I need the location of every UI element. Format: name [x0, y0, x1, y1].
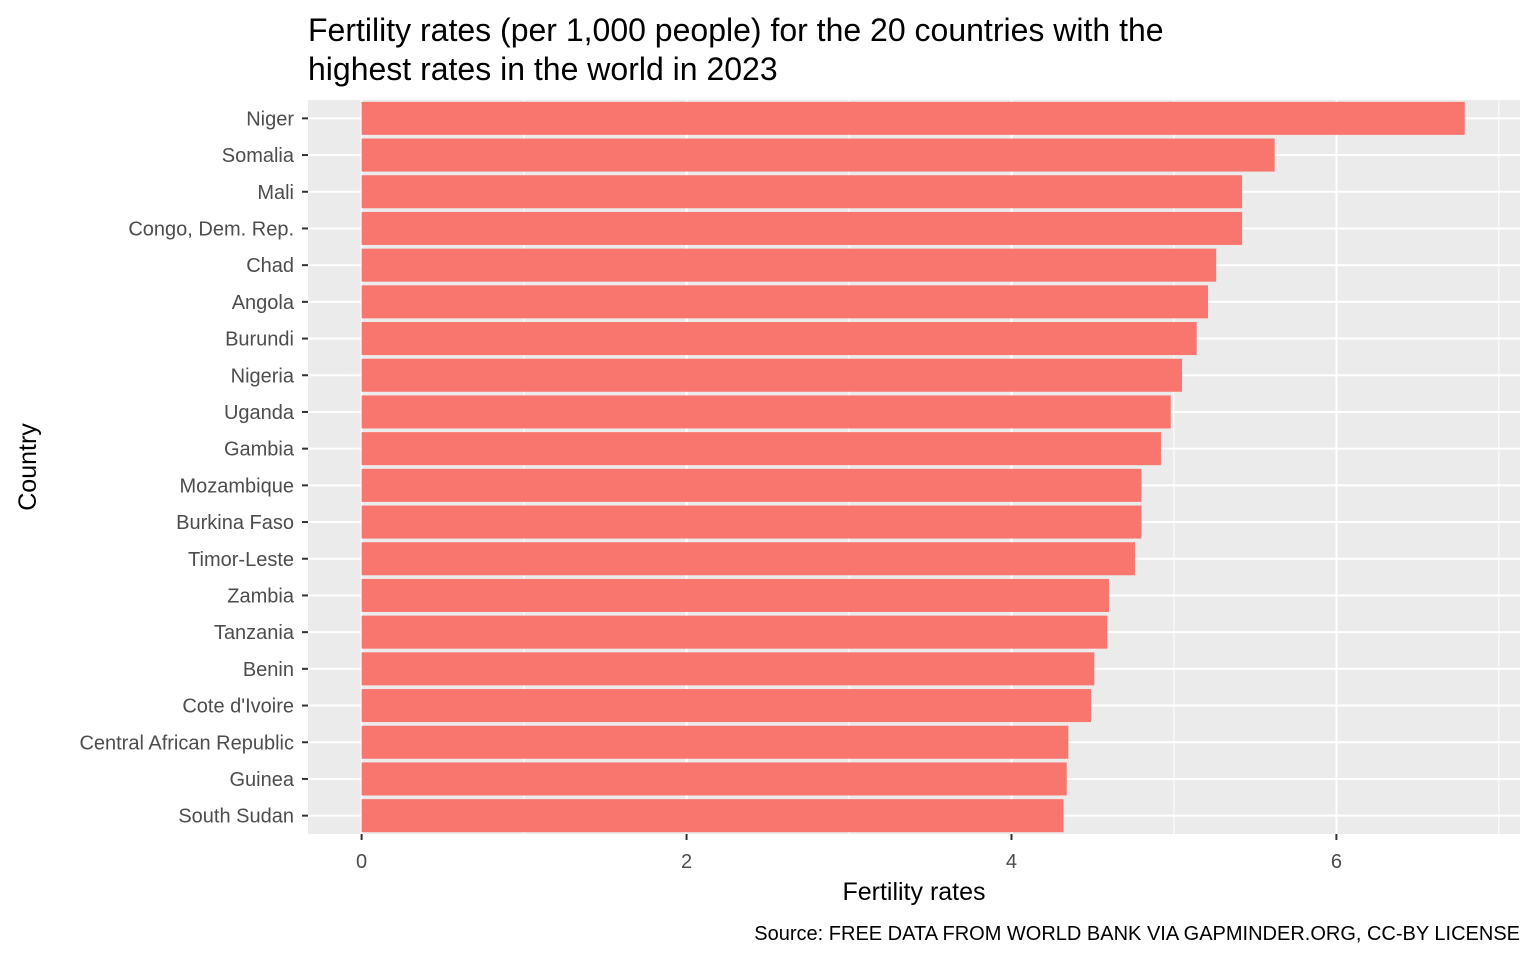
y-tick-label-2: Mali: [257, 182, 294, 204]
bar-10: [361, 468, 1142, 502]
plot-panel: [308, 100, 1520, 834]
bar-0: [361, 101, 1465, 135]
bar-2: [361, 175, 1243, 209]
source-caption: Source: FREE DATA FROM WORLD BANK VIA GA…: [754, 923, 1520, 945]
bar-14: [361, 615, 1108, 649]
bar-12: [361, 542, 1135, 576]
x-tick-label-1: 2: [681, 851, 692, 873]
y-tick-label-9: Gambia: [224, 439, 295, 461]
x-axis: 0 2 4 6: [356, 834, 1342, 873]
y-tick-label-19: South Sudan: [178, 806, 294, 828]
x-tick-label-3: 6: [1331, 851, 1342, 873]
y-tick-label-6: Burundi: [225, 329, 294, 351]
bar-19: [361, 799, 1064, 833]
bar-11: [361, 505, 1142, 539]
bar-3: [361, 211, 1243, 245]
y-tick-label-15: Benin: [243, 659, 294, 681]
x-tick-label-2: 4: [1006, 851, 1017, 873]
bar-5: [361, 285, 1209, 319]
bar-6: [361, 322, 1197, 356]
y-tick-label-11: Burkina Faso: [176, 512, 294, 534]
bar-8: [361, 395, 1171, 429]
y-tick-label-1: Somalia: [222, 145, 295, 167]
y-tick-label-16: Cote d'Ivoire: [182, 696, 294, 718]
y-tick-label-10: Mozambique: [179, 475, 294, 497]
bar-4: [361, 248, 1217, 282]
y-axis: Niger Somalia Mali Congo, Dem. Rep. Chad Ango…: [79, 108, 308, 828]
y-tick-label-4: Chad: [246, 255, 294, 277]
y-tick-label-3: Congo, Dem. Rep.: [128, 218, 294, 240]
bars: [361, 101, 1465, 833]
bar-18: [361, 762, 1067, 796]
y-tick-label-14: Tanzania: [214, 622, 295, 644]
y-axis-title: Country: [14, 423, 42, 511]
y-tick-label-18: Guinea: [230, 769, 295, 791]
x-axis-title: Fertility rates: [842, 878, 985, 906]
bar-17: [361, 725, 1069, 759]
x-tick-label-0: 0: [356, 851, 367, 873]
bar-13: [361, 578, 1109, 612]
bar-7: [361, 358, 1183, 392]
chart-title-line-1: Fertility rates (per 1,000 people) for t…: [308, 12, 1164, 48]
y-tick-label-8: Uganda: [224, 402, 295, 424]
y-tick-label-12: Timor-Leste: [188, 549, 294, 571]
y-tick-label-0: Niger: [246, 108, 294, 130]
bar-16: [361, 689, 1092, 723]
y-tick-label-7: Nigeria: [231, 365, 295, 387]
chart-title-line-2: highest rates in the world in 2023: [308, 51, 778, 87]
y-tick-label-13: Zambia: [227, 585, 295, 607]
bar-1: [361, 138, 1275, 172]
bar-15: [361, 652, 1095, 686]
bar-9: [361, 432, 1161, 466]
y-tick-label-17: Central African Republic: [79, 732, 294, 754]
y-tick-label-5: Angola: [232, 292, 295, 314]
